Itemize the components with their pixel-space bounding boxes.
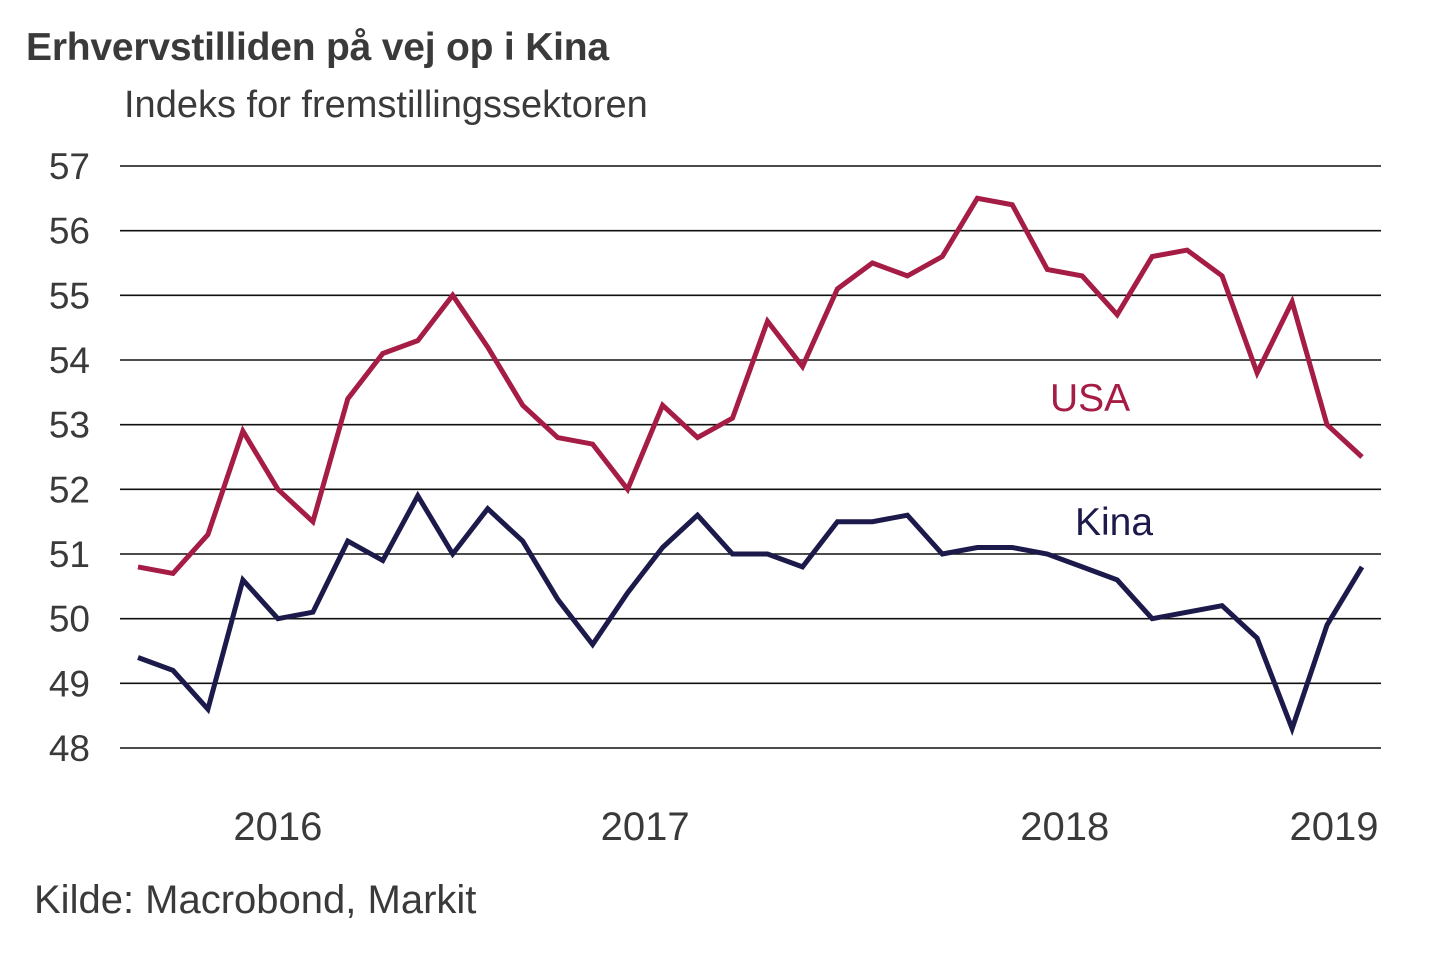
y-tick-label: 52 [49,469,90,510]
x-tick-label: 2018 [1020,805,1109,849]
y-tick-label: 49 [49,663,90,704]
series-label-usa: USA [1050,377,1130,420]
series-line-kina [137,490,1365,736]
x-axis-ticks: 2016 2017 2018 2019 [233,805,1378,849]
x-tick-label: 2016 [233,805,322,849]
y-tick-label: 57 [49,146,90,187]
y-tick-label: 48 [49,728,90,769]
y-tick-label: 54 [49,340,90,381]
x-tick-label: 2019 [1290,805,1379,849]
y-tick-label: 51 [49,534,90,575]
y-tick-label: 56 [49,211,90,252]
series-lines [137,195,1365,736]
y-tick-label: 50 [49,599,90,640]
y-tick-label: 55 [49,275,90,316]
y-axis-ticks: 57 56 55 54 53 52 51 50 49 48 [49,146,90,769]
x-tick-label: 2017 [601,805,690,849]
series-label-kina: Kina [1075,501,1153,544]
source-note: Kilde: Macrobond, Markit [34,878,477,922]
series-line-usa [137,195,1364,577]
y-tick-label: 53 [49,405,90,446]
chart-subtitle: Indeks for fremstillingssektoren [124,84,648,126]
chart-title: Erhvervstilliden på vej op i Kina [26,26,609,69]
